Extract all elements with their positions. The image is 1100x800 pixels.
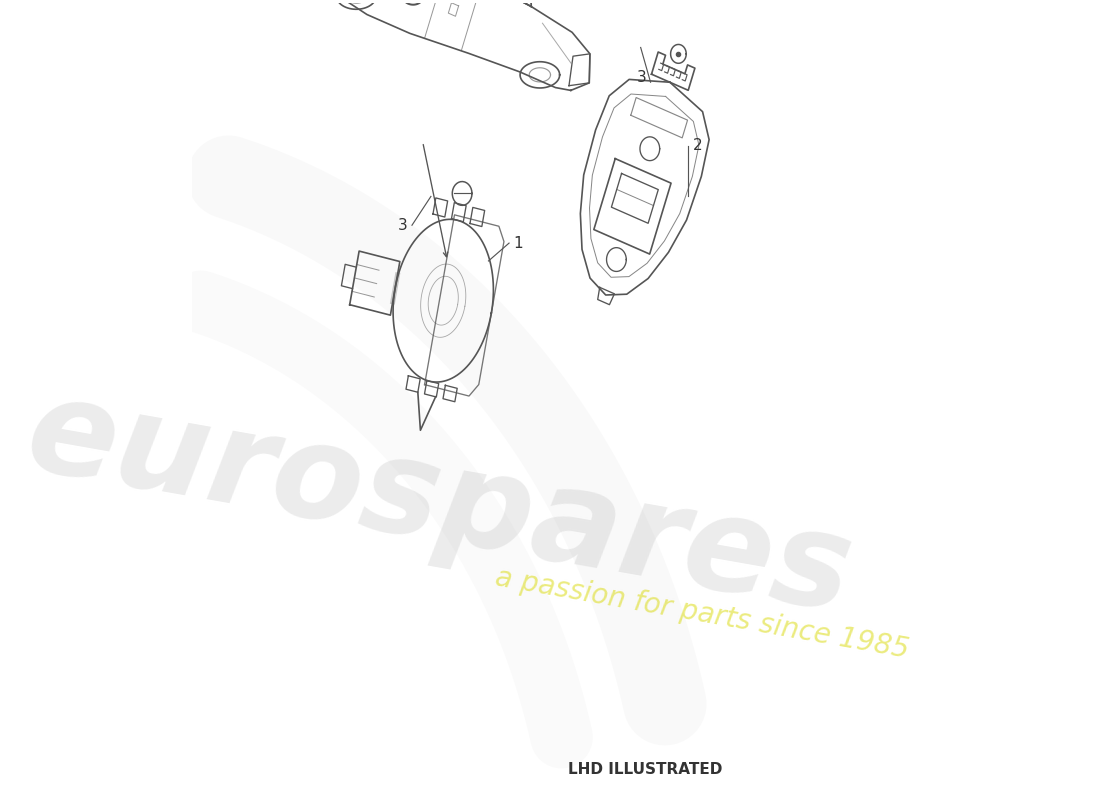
Text: a passion for parts since 1985: a passion for parts since 1985 bbox=[493, 563, 912, 664]
Text: eurospares: eurospares bbox=[18, 370, 861, 639]
Text: 3: 3 bbox=[398, 218, 408, 233]
Text: LHD ILLUSTRATED: LHD ILLUSTRATED bbox=[568, 762, 722, 777]
Text: 1: 1 bbox=[514, 235, 522, 250]
Text: 2: 2 bbox=[693, 138, 702, 154]
Text: 3: 3 bbox=[637, 70, 647, 85]
